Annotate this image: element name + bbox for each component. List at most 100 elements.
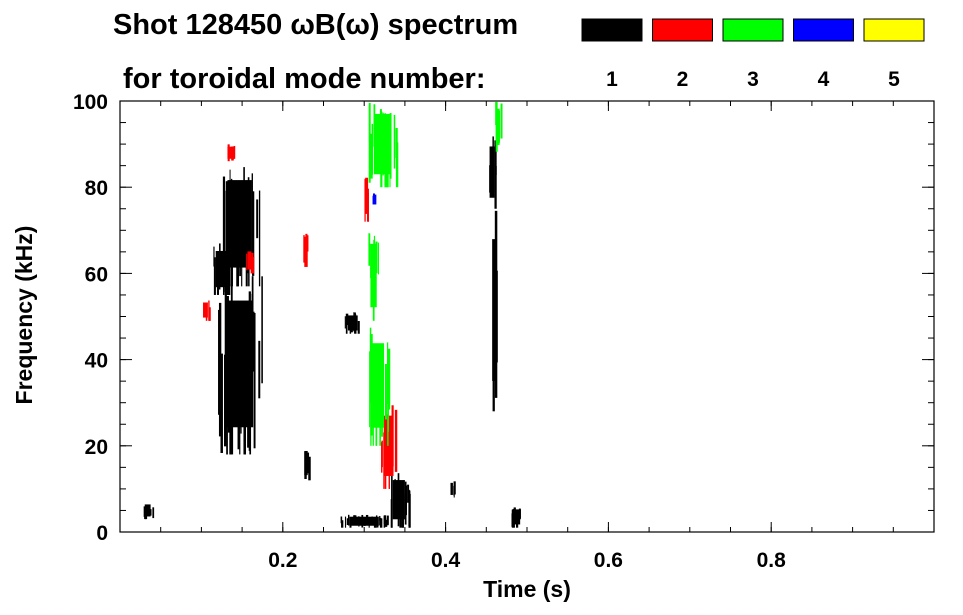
region-streak	[375, 515, 378, 525]
region-streak	[227, 144, 230, 162]
region-streak	[395, 142, 399, 188]
region-streak	[306, 452, 310, 474]
region-streak	[385, 414, 388, 459]
region-streak	[365, 514, 369, 524]
legend-label-mode-1: 1	[606, 68, 618, 91]
region-streak	[376, 370, 378, 446]
region-streak	[382, 112, 384, 176]
region-streak	[247, 354, 250, 448]
spectrum-region-mode-2	[246, 251, 255, 274]
spectrum-region-mode-2	[303, 233, 309, 267]
spectrum-region-mode-1	[344, 312, 360, 334]
region-streak	[208, 307, 211, 321]
region-streak	[495, 117, 498, 152]
region-streak	[222, 176, 226, 254]
region-streak	[375, 241, 378, 274]
region-streak	[492, 136, 494, 175]
region-streak	[389, 427, 391, 460]
region-streak	[226, 254, 229, 282]
region-streak	[369, 133, 373, 173]
spectrum-regions	[143, 101, 521, 528]
x-axis-label: Time (s)	[483, 576, 571, 602]
region-streak	[205, 309, 208, 321]
legend-label-mode-2: 2	[677, 68, 689, 91]
region-streak	[345, 320, 348, 334]
region-streak	[381, 379, 383, 437]
region-core	[489, 146, 495, 198]
x-tick-label: 0.6	[594, 549, 623, 572]
region-streak	[236, 220, 238, 287]
spectrum-region-mode-3	[368, 102, 399, 188]
region-streak	[395, 128, 398, 158]
region-streak	[258, 190, 261, 287]
region-streak	[358, 516, 360, 527]
x-tick-label: 0.8	[757, 549, 787, 572]
legend-swatch-mode-3	[722, 18, 784, 42]
region-streak	[404, 481, 407, 525]
spectrum-region-mode-1	[304, 450, 311, 481]
region-streak	[149, 509, 152, 516]
spectrum-region-mode-1	[143, 504, 155, 520]
region-streak	[243, 330, 245, 455]
region-streak	[489, 165, 492, 193]
region-streak	[152, 507, 155, 519]
region-streak	[341, 520, 344, 528]
plot-area: 0.2 0.4 0.6 0.8 0 20 40 60 80 100	[73, 91, 935, 572]
legend-label-mode-5: 5	[888, 68, 900, 91]
legend-swatch-mode-5	[863, 18, 925, 42]
region-streak	[228, 261, 231, 295]
region-streak	[252, 191, 255, 276]
region-streak	[384, 127, 387, 188]
region-streak	[379, 373, 381, 446]
region-streak	[233, 145, 236, 159]
spectrum-region-mode-1	[222, 167, 261, 287]
region-streak	[492, 300, 495, 412]
region-streak	[145, 506, 148, 520]
region-streak	[220, 353, 223, 453]
y-tick-label: 40	[85, 350, 108, 373]
region-streak	[253, 312, 256, 449]
region-streak	[384, 428, 387, 489]
legend-swatch-mode-2	[652, 18, 713, 42]
region-streak	[261, 276, 263, 384]
region-core	[247, 251, 252, 270]
region-core	[144, 504, 151, 517]
region-core	[365, 177, 369, 214]
y-axis-label: Frequency (kHz)	[11, 226, 37, 405]
region-streak	[213, 246, 215, 267]
region-streak	[252, 311, 255, 372]
region-streak	[222, 255, 225, 277]
region-streak	[347, 514, 350, 526]
region-streak	[229, 169, 231, 266]
spectrum-region-mode-4	[372, 193, 377, 205]
region-streak	[386, 342, 389, 404]
region-streak	[224, 354, 227, 447]
region-streak	[213, 257, 216, 295]
region-streak	[385, 126, 389, 188]
region-streak	[379, 518, 383, 528]
region-streak	[408, 489, 410, 528]
x-tick-label: 0.2	[268, 549, 297, 572]
region-streak	[379, 109, 382, 159]
region-streak	[220, 254, 222, 271]
region-streak	[143, 506, 146, 517]
region-streak	[350, 517, 353, 524]
region-streak	[304, 451, 307, 479]
region-streak	[244, 309, 246, 455]
region-streak	[224, 277, 227, 364]
region-streak	[230, 210, 233, 287]
y-tick-label: 80	[85, 177, 108, 200]
region-streak	[494, 210, 498, 398]
region-streak	[388, 438, 390, 489]
region-streak	[305, 233, 308, 259]
region-streak	[373, 520, 376, 528]
region-streak	[498, 110, 500, 143]
region-streak	[244, 205, 247, 245]
region-streak	[369, 351, 371, 428]
region-core	[227, 146, 233, 159]
region-streak	[353, 312, 355, 332]
plot-frame	[119, 100, 935, 533]
region-core	[450, 482, 453, 495]
region-streak	[373, 197, 376, 205]
spectrum-region-mode-2	[227, 144, 236, 162]
